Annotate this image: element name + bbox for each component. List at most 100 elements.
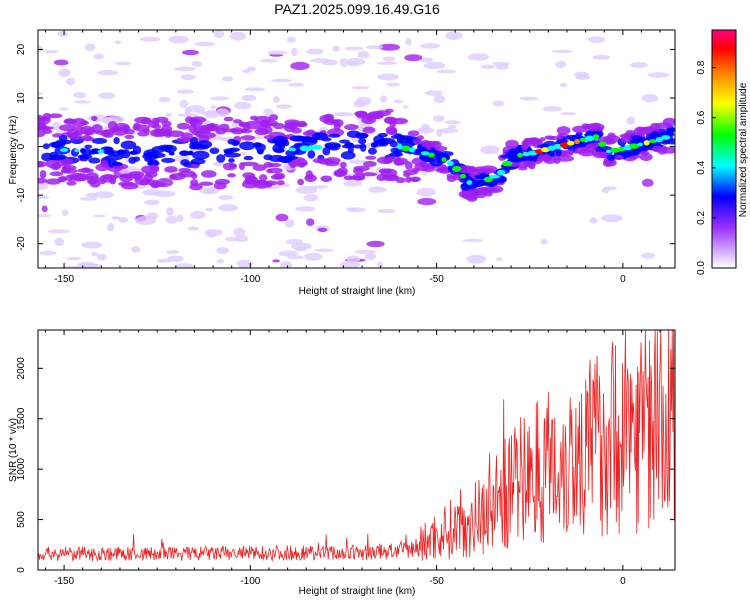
colorbar-label: Normalized spectral amplitude: [738, 82, 749, 217]
heatmap-cell: [606, 154, 616, 161]
heatmap-cell: [427, 152, 435, 158]
heatmap-cell: [471, 182, 481, 188]
heatmap-cell: [253, 115, 272, 124]
heatmap-cell: [452, 166, 462, 172]
heatmap-cell: [357, 51, 370, 59]
heatmap-cell: [312, 144, 323, 150]
heatmap-cell: [637, 142, 644, 147]
heatmap-cell: [413, 139, 423, 145]
heatmap-cell: [241, 94, 257, 102]
heatmap-cell: [425, 90, 443, 96]
heatmap-cell: [311, 185, 328, 189]
heatmap-cell: [139, 36, 161, 42]
heatmap-cell: [216, 154, 226, 163]
heatmap-cell: [79, 196, 98, 201]
heatmap-cell: [233, 227, 246, 237]
heatmap-cell: [416, 135, 424, 141]
heatmap-cell: [521, 139, 535, 147]
heatmap-cell: [414, 149, 424, 155]
heatmap-cell: [275, 213, 289, 222]
heatmap-cell: [50, 163, 61, 171]
heatmap-cell: [81, 167, 91, 173]
heatmap-cell: [42, 143, 50, 150]
snr-ytick-label: 1500: [16, 407, 27, 430]
heatmap-cell: [417, 197, 437, 206]
heatmap-cell: [269, 114, 279, 121]
heatmap-cell: [376, 61, 398, 65]
heatmap-cell: [49, 171, 64, 177]
heatmap-cell: [134, 116, 152, 124]
heatmap-cell: [62, 165, 72, 173]
heatmap-cell: [152, 124, 162, 129]
heatmap-cell: [480, 64, 496, 69]
heatmap-cell: [38, 177, 47, 184]
heatmap-cell: [288, 82, 305, 87]
heatmap-cell: [410, 167, 421, 173]
heatmap-cell: [199, 181, 214, 186]
heatmap-cell: [343, 180, 363, 187]
heatmap-cell: [310, 58, 331, 63]
heatmap-cell: [80, 135, 93, 141]
heatmap-cell: [141, 165, 160, 174]
heatmap-cell: [113, 122, 130, 132]
snr-frame: [37, 329, 676, 571]
heatmap-cell: [111, 161, 123, 167]
heatmap-xtick-label: 0: [620, 274, 626, 285]
heatmap-cell: [114, 40, 122, 44]
heatmap-cell: [59, 107, 69, 111]
heatmap-cell: [215, 127, 227, 135]
heatmap-cell: [385, 126, 397, 135]
heatmap-cell: [187, 150, 194, 156]
heatmap-cell: [79, 120, 90, 126]
heatmap-cell: [598, 141, 607, 147]
heatmap-cell: [639, 150, 650, 156]
heatmap-cell: [297, 178, 305, 186]
heatmap-cell: [540, 238, 548, 245]
heatmap-cell: [370, 142, 378, 148]
heatmap-cell: [556, 126, 571, 135]
heatmap-cell: [488, 185, 504, 193]
heatmap-cell: [253, 142, 262, 148]
heatmap-cell: [314, 248, 335, 253]
heatmap-cell: [396, 143, 403, 150]
heatmap-cell: [234, 234, 249, 243]
heatmap-cell: [137, 130, 150, 137]
heatmap-cell: [47, 229, 70, 234]
heatmap-cell: [495, 257, 503, 262]
heatmap-cell: [189, 210, 206, 219]
heatmap-cell: [270, 78, 293, 83]
heatmap-cell: [276, 104, 293, 109]
heatmap-cell: [305, 129, 316, 136]
heatmap-cell: [377, 73, 399, 81]
heatmap-cell: [339, 161, 347, 169]
heatmap-cell: [58, 135, 68, 142]
heatmap-cell: [120, 140, 137, 150]
heatmap-cell: [296, 186, 318, 195]
heatmap-cell: [209, 96, 230, 101]
heatmap-cell: [218, 195, 233, 200]
heatmap-cell: [251, 136, 265, 140]
heatmap-cell: [197, 131, 216, 139]
heatmap-cell: [546, 135, 561, 141]
heatmap-cell: [90, 148, 102, 155]
heatmap-cell: [641, 94, 659, 103]
heatmap-cell: [607, 132, 616, 141]
heatmap-cell: [377, 209, 396, 214]
heatmap-cell: [420, 43, 441, 49]
heatmap-cell: [589, 217, 598, 224]
heatmap-cell: [401, 145, 411, 152]
heatmap-cell: [142, 189, 162, 196]
heatmap-cell: [187, 105, 205, 113]
heatmap-cell: [358, 138, 367, 145]
heatmap-cell: [561, 149, 575, 155]
heatmap-cell: [272, 122, 285, 130]
heatmap-cell: [420, 57, 434, 63]
heatmap-cell: [66, 77, 75, 86]
heatmap-cell: [447, 160, 454, 167]
heatmap-cell: [382, 56, 396, 62]
heatmap-cell: [344, 142, 354, 148]
heatmap-cell: [467, 53, 489, 61]
snr-ylabel: SNR (10 * v/v): [8, 418, 19, 482]
heatmap-cell: [91, 137, 108, 145]
heatmap-cell: [239, 141, 256, 151]
